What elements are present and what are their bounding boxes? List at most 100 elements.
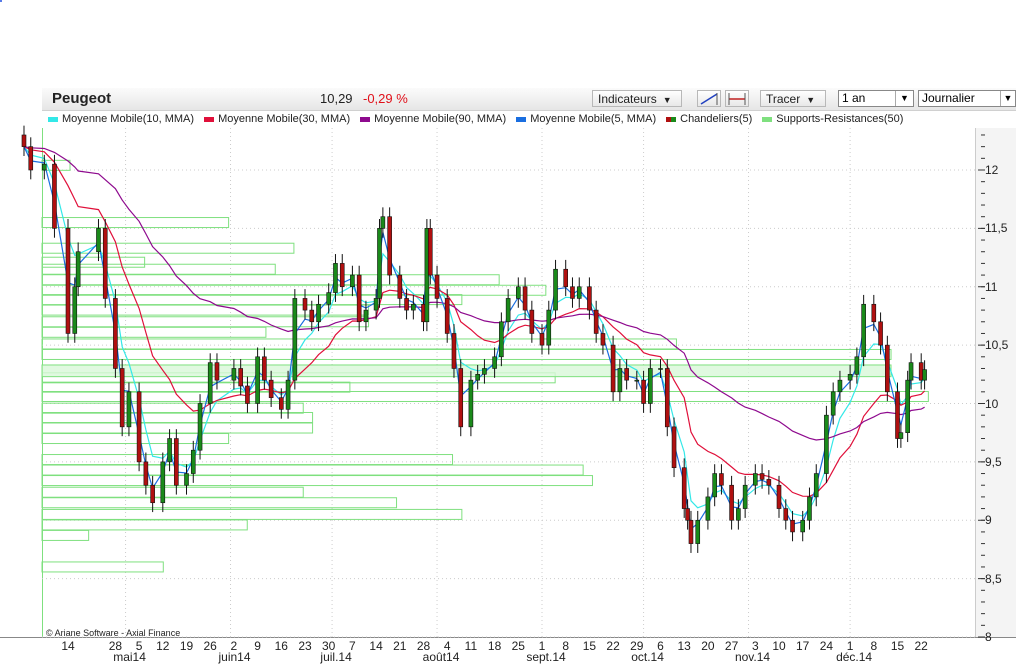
x-day-label: 20 <box>701 639 715 653</box>
candle-body <box>102 228 108 299</box>
x-day-label: 8 <box>562 639 570 653</box>
candle-body <box>255 356 260 404</box>
legend-swatch <box>762 116 773 122</box>
x-day-label: 13 <box>677 639 691 653</box>
candle-body <box>482 368 487 375</box>
support-resistance-bar <box>41 402 304 414</box>
support-resistance-bar <box>41 326 267 338</box>
candle-body <box>21 134 27 147</box>
support-resistance-bar <box>41 433 230 445</box>
candle-body <box>905 379 910 433</box>
trendline-tool-button[interactable] <box>697 90 721 107</box>
x-day-label: 8 <box>870 639 878 653</box>
chevron-down-icon[interactable]: ▼ <box>895 91 913 106</box>
candle-body <box>458 368 464 428</box>
trace-button[interactable]: Tracer ▼ <box>760 90 826 107</box>
candle-body <box>292 298 298 381</box>
x-day-label: 23 <box>298 639 312 653</box>
legend-label: Moyenne Mobile(30, MMA) <box>218 113 351 125</box>
x-day-label: 5 <box>135 639 143 653</box>
candle-body <box>316 303 321 323</box>
x-day-label: 26 <box>203 639 217 653</box>
candle-body <box>807 496 812 521</box>
support-resistance-bar <box>41 304 370 316</box>
x-day-label: 12 <box>156 639 170 653</box>
candle-body <box>339 263 345 288</box>
support-resistance-bar <box>41 242 295 254</box>
candle-body <box>800 519 806 533</box>
candle-body <box>451 333 457 369</box>
candle-body <box>705 496 711 521</box>
x-day-label: 15 <box>582 639 597 653</box>
candle-body <box>854 356 860 375</box>
support-resistance-bar <box>41 561 164 573</box>
candle-body <box>539 333 545 346</box>
legend-item[interactable]: Moyenne Mobile(5, MMA) <box>516 113 656 125</box>
candle-body <box>617 368 623 393</box>
trendline-icon <box>700 93 718 105</box>
x-day-label: 22 <box>914 639 928 653</box>
legend-item[interactable]: Supports-Resistances(50) <box>762 113 903 125</box>
candle-body <box>373 298 379 311</box>
legend-item[interactable]: Chandeliers(5) <box>666 113 752 125</box>
candle-body <box>377 228 382 299</box>
x-month-label: juil.14 <box>320 650 352 664</box>
x-month-label: oct.14 <box>631 650 664 664</box>
candle-body <box>685 508 690 521</box>
legend-item[interactable]: Moyenne Mobile(10, MMA) <box>48 113 194 125</box>
candle-body <box>309 309 315 323</box>
support-resistance-bar <box>41 486 304 498</box>
support-resistance-bar <box>41 348 892 360</box>
legend-label: Chandeliers(5) <box>680 113 753 125</box>
candle-body <box>268 379 274 398</box>
legend-swatch <box>516 116 527 122</box>
candle-body <box>492 356 497 369</box>
candle-body <box>434 274 440 299</box>
x-day-label: 16 <box>274 639 288 653</box>
candle-body <box>262 356 267 381</box>
y-tick-label: 8 <box>985 630 992 644</box>
x-day-label: 28 <box>108 639 123 653</box>
horizontal-line-tool-button[interactable] <box>725 90 749 107</box>
support-resistance-bar <box>41 454 454 466</box>
candle-body <box>658 368 663 370</box>
candle-body <box>245 385 250 404</box>
candle-body <box>776 484 782 509</box>
legend-label: Supports-Resistances(50) <box>776 113 904 125</box>
legend-item[interactable]: Moyenne Mobile(90, MMA) <box>360 113 506 125</box>
moving-average-line <box>23 146 926 531</box>
moving-average-line <box>23 146 925 441</box>
x-day-label: 15 <box>890 639 905 653</box>
candle-body <box>387 216 392 276</box>
candle-body <box>641 379 646 404</box>
x-day-label: 19 <box>179 639 194 653</box>
candle-body <box>41 163 47 171</box>
support-resistance-bar <box>41 422 314 434</box>
x-day-label: 14 <box>369 639 383 653</box>
chevron-down-icon[interactable]: ▼ <box>1000 91 1015 106</box>
candle-body <box>783 508 789 521</box>
candle-body <box>600 333 606 346</box>
candle-body <box>302 298 308 311</box>
candle-body <box>752 473 758 486</box>
candle-body <box>546 309 552 346</box>
x-day-label: 22 <box>606 639 620 653</box>
candle-body <box>695 519 701 544</box>
candle-body <box>350 274 355 288</box>
legend-swatch <box>48 116 58 122</box>
legend-item[interactable]: Moyenne Mobile(30, MMA) <box>204 113 350 125</box>
candle-body <box>908 362 914 381</box>
indicators-button[interactable]: Indicateurs ▼ <box>592 90 682 107</box>
x-day-label: 1 <box>846 639 854 653</box>
interval-select[interactable]: Journalier ▼ <box>918 90 1016 107</box>
x-day-label: 30 <box>322 639 336 653</box>
candle-body <box>664 368 670 428</box>
x-month-label: mai14 <box>113 650 146 664</box>
x-day-label: 18 <box>487 639 502 653</box>
candle-body <box>363 309 369 323</box>
period-select[interactable]: 1 an ▼ <box>838 90 914 107</box>
y-tick-label: 11,5 <box>985 221 1008 236</box>
support-resistance-bar <box>41 274 500 286</box>
candle-body <box>397 274 403 299</box>
